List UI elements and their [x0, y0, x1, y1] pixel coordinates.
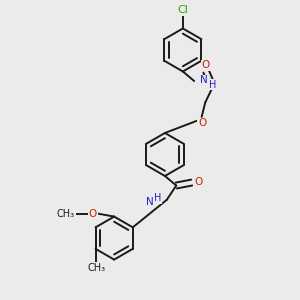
Text: H: H	[208, 80, 216, 90]
Text: O: O	[201, 61, 210, 70]
Text: Cl: Cl	[177, 5, 188, 15]
Text: O: O	[194, 177, 202, 187]
Text: CH₃: CH₃	[57, 208, 75, 219]
Text: H: H	[154, 193, 161, 203]
Text: CH₃: CH₃	[87, 263, 105, 273]
Text: O: O	[88, 208, 97, 219]
Text: O: O	[198, 118, 206, 128]
Text: N: N	[200, 75, 207, 85]
Text: N: N	[146, 197, 154, 207]
